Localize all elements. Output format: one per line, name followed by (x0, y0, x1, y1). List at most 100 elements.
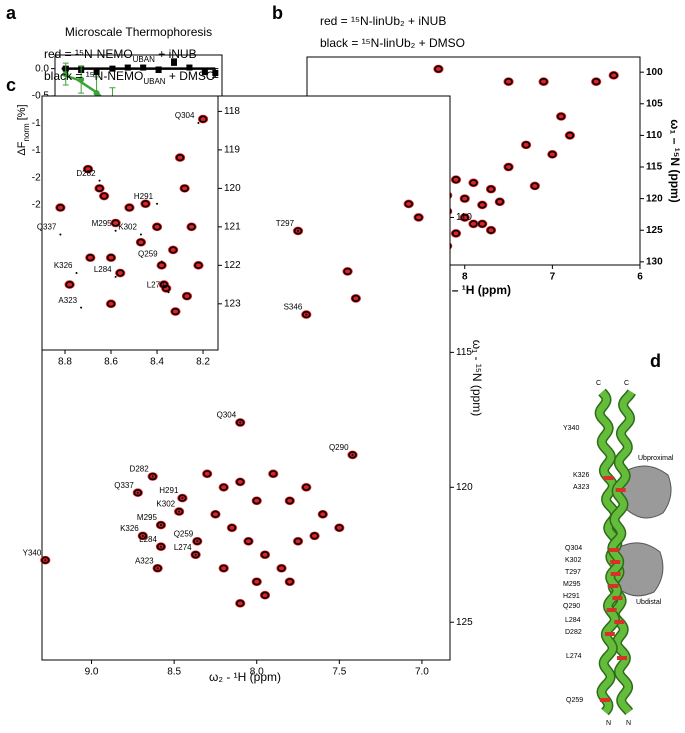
peak (236, 478, 245, 486)
residue-highlight (616, 656, 627, 660)
data-point (109, 65, 116, 72)
y-tick-label: 0.0 (35, 63, 49, 74)
peak-label-anchor (167, 291, 170, 294)
peak-label-anchor (297, 229, 300, 232)
y-axis-label: ΔFnorm [%] (16, 104, 31, 155)
data-point (93, 90, 100, 97)
data-point (140, 64, 147, 71)
peak-label-anchor (44, 559, 47, 562)
peak-label: Q290 (329, 443, 349, 452)
peak (504, 78, 513, 86)
structure-label: H291 (563, 593, 580, 600)
peak-label-anchor (151, 475, 154, 478)
legend-label-part: + DMSO (166, 69, 216, 83)
structure-label: Y340 (563, 425, 579, 432)
peak (434, 65, 443, 73)
peak (219, 564, 228, 572)
peak (252, 497, 261, 505)
peak (111, 219, 120, 227)
peak (556, 112, 566, 121)
structure-diagram (594, 388, 672, 716)
peak (41, 556, 50, 564)
x-axis-label: ω₂ - ¹H (ppm) (209, 670, 281, 684)
peak (178, 494, 187, 502)
peak (521, 141, 531, 149)
peak (285, 578, 294, 586)
peak (404, 200, 413, 208)
peak-label: H291 (134, 192, 154, 201)
peak-label: L284 (94, 265, 112, 274)
peak-label-anchor (159, 545, 162, 548)
y-tick-label: 100 (646, 67, 663, 78)
legend-label: red = ¹⁵N-NEMOUBAN + iNUB (44, 47, 197, 63)
peak (194, 261, 203, 269)
peak-label: Q259 (174, 529, 194, 538)
peak-label: Q259 (138, 250, 158, 259)
y-axis-label-part: [%] (16, 104, 28, 120)
legend-label: black = ¹⁵N-NEMOUBAN + DMSO (44, 69, 215, 85)
peak-label: L274 (147, 280, 165, 289)
residue-highlight (612, 596, 623, 600)
structure-label: A323 (573, 484, 589, 491)
legend-label-part: red = ¹⁵N-linUb₂ + iNUB (320, 14, 446, 28)
structure-label: T297 (565, 569, 581, 576)
y-tick-label: -2.0 (32, 172, 50, 183)
peak-label: A323 (58, 296, 77, 305)
data-point (201, 68, 208, 75)
peak (451, 229, 461, 237)
residue-highlight (610, 560, 621, 564)
y-tick-label: 125 (456, 617, 473, 628)
peak (56, 204, 65, 212)
residue-highlight (615, 488, 626, 492)
data-point (124, 64, 131, 71)
peak-label-anchor (351, 453, 354, 456)
legend-label-part: black = ¹⁵N-linUb₂ + DMSO (320, 36, 465, 50)
y-tick-label: 121 (224, 221, 241, 232)
peak (156, 543, 166, 551)
peak-label-anchor (239, 421, 242, 424)
x-axis-label: ω₂ – ¹H (ppm) (433, 283, 511, 297)
peak (227, 524, 237, 532)
peak (180, 184, 189, 192)
x-tick-label: 8.4 (150, 357, 164, 368)
peak (486, 185, 496, 193)
y-tick-label: 120 (646, 193, 663, 204)
peak (260, 551, 270, 559)
peak (348, 451, 357, 459)
peak (133, 489, 143, 497)
structure-label: K326 (573, 472, 589, 479)
structure-label: N (626, 720, 631, 727)
peak (591, 78, 601, 86)
peak (182, 292, 192, 300)
peak (478, 201, 487, 209)
peak (202, 470, 212, 478)
structure-label: C (596, 380, 601, 387)
data-point (171, 59, 178, 66)
structure-label: L284 (565, 617, 581, 624)
peak-label-anchor (141, 534, 144, 537)
peak (116, 269, 125, 277)
data-point (93, 68, 100, 75)
x-tick-label: 8 (462, 272, 468, 283)
structure-label: Ubproximal (638, 455, 674, 462)
peak (148, 472, 157, 481)
peak (351, 294, 361, 302)
peak (141, 200, 150, 208)
chart-title: Microscale Thermophoresis (65, 25, 212, 39)
peak-label: Q337 (37, 223, 57, 232)
peak-label-anchor (197, 121, 200, 124)
structure-label: K302 (565, 557, 581, 564)
data-point (186, 64, 193, 71)
y-axis-label-part: ΔF (16, 141, 28, 155)
peak (152, 223, 162, 231)
panel-label: a (6, 3, 17, 23)
y-tick-label: 122 (224, 260, 241, 271)
structure-labels: C C Y340 K326 A323 Ubproximal Q304 K302 … (563, 380, 674, 727)
peak (302, 483, 311, 491)
residue-highlight (610, 572, 621, 576)
legend-label-part: black = ¹⁵N-NEMO (44, 69, 143, 83)
peak (318, 510, 328, 518)
peak (83, 165, 93, 173)
peak (293, 227, 303, 235)
